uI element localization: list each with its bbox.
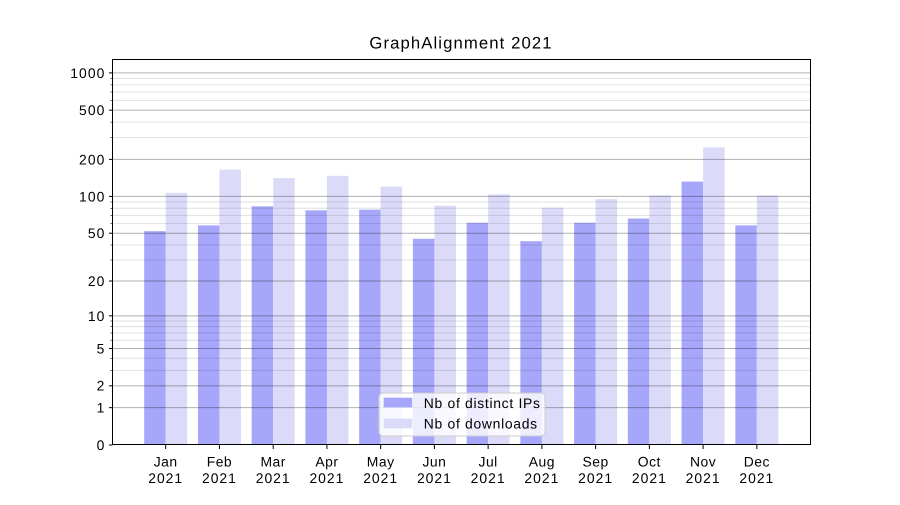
- svg-text:5: 5: [97, 340, 106, 356]
- svg-text:2021: 2021: [632, 470, 667, 486]
- svg-text:Nb of distinct IPs: Nb of distinct IPs: [424, 395, 541, 411]
- svg-text:GraphAlignment 2021: GraphAlignment 2021: [369, 34, 552, 53]
- svg-text:2021: 2021: [417, 470, 452, 486]
- svg-text:2021: 2021: [148, 470, 183, 486]
- svg-text:Feb: Feb: [207, 454, 232, 470]
- svg-text:2021: 2021: [363, 470, 398, 486]
- svg-text:Mar: Mar: [260, 454, 285, 470]
- svg-text:2021: 2021: [309, 470, 344, 486]
- svg-text:2021: 2021: [739, 470, 774, 486]
- svg-text:10: 10: [88, 308, 106, 324]
- svg-text:2021: 2021: [686, 470, 721, 486]
- svg-text:2021: 2021: [471, 470, 506, 486]
- svg-text:Jun: Jun: [422, 454, 446, 470]
- svg-text:2021: 2021: [578, 470, 613, 486]
- svg-text:500: 500: [79, 102, 105, 118]
- svg-text:Aug: Aug: [529, 454, 555, 470]
- svg-text:2021: 2021: [202, 470, 237, 486]
- svg-text:Sep: Sep: [583, 454, 609, 470]
- svg-text:100: 100: [79, 188, 105, 204]
- svg-text:Jan: Jan: [154, 454, 178, 470]
- svg-text:Nov: Nov: [690, 454, 716, 470]
- svg-text:1000: 1000: [70, 65, 105, 81]
- svg-text:2021: 2021: [524, 470, 559, 486]
- svg-text:1: 1: [97, 400, 106, 416]
- svg-text:May: May: [367, 454, 395, 470]
- svg-text:Jul: Jul: [479, 454, 498, 470]
- svg-text:Dec: Dec: [744, 454, 770, 470]
- svg-text:0: 0: [97, 437, 106, 453]
- svg-text:50: 50: [88, 225, 106, 241]
- svg-text:2021: 2021: [256, 470, 291, 486]
- svg-text:Oct: Oct: [638, 454, 661, 470]
- svg-text:200: 200: [79, 151, 105, 167]
- svg-text:Nb of downloads: Nb of downloads: [424, 416, 538, 432]
- svg-text:2: 2: [97, 378, 106, 394]
- svg-text:20: 20: [88, 273, 106, 289]
- svg-text:Apr: Apr: [315, 454, 338, 470]
